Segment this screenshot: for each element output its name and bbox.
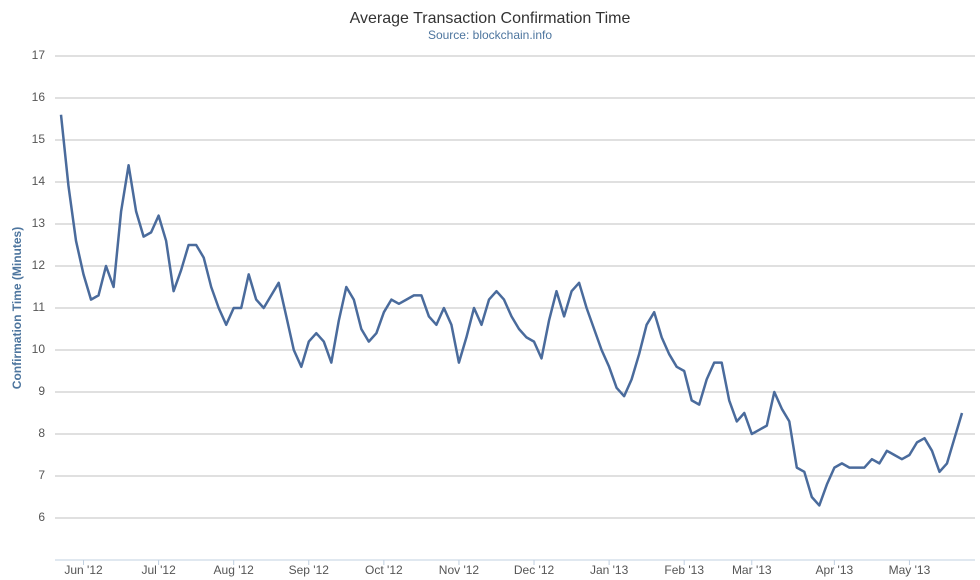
- x-tick-label: Dec '12: [514, 563, 555, 577]
- y-tick-label: 17: [32, 48, 46, 62]
- y-tick-label: 7: [38, 468, 45, 482]
- x-tick-label: Jan '13: [590, 563, 629, 577]
- x-tick-label: Apr '13: [816, 563, 854, 577]
- x-tick-label: Aug '12: [214, 563, 255, 577]
- x-tick-label: Oct '12: [365, 563, 403, 577]
- y-tick-label: 13: [32, 216, 46, 230]
- x-tick-label: Feb '13: [664, 563, 704, 577]
- x-tick-label: Sep '12: [289, 563, 330, 577]
- chart-title: Average Transaction Confirmation Time: [350, 10, 631, 27]
- y-tick-label: 8: [38, 426, 45, 440]
- x-tick-label: Mar '13: [732, 563, 772, 577]
- x-tick-label: Nov '12: [439, 563, 480, 577]
- y-tick-label: 12: [32, 258, 46, 272]
- chart-subtitle: Source: blockchain.info: [428, 28, 552, 42]
- y-tick-label: 15: [32, 132, 46, 146]
- y-tick-label: 9: [38, 384, 45, 398]
- y-tick-label: 14: [32, 174, 46, 188]
- x-tick-label: Jun '12: [64, 563, 103, 577]
- y-axis-label: Confirmation Time (Minutes): [10, 227, 24, 389]
- data-line: [59, 114, 964, 507]
- x-tick-label: Jul '12: [141, 563, 176, 577]
- y-tick-label: 16: [32, 90, 46, 104]
- y-tick-label: 11: [33, 300, 46, 314]
- y-tick-label: 6: [38, 510, 45, 524]
- x-tick-label: May '13: [889, 563, 931, 577]
- y-tick-label: 10: [32, 342, 46, 356]
